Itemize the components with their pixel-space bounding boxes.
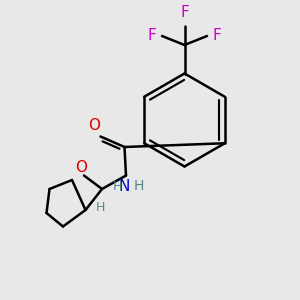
Text: O: O [88,118,100,133]
Text: F: F [148,28,157,44]
Text: H: H [112,179,122,193]
Text: F: F [212,28,221,44]
Text: F: F [180,5,189,20]
Text: H: H [134,179,144,193]
Text: H: H [96,201,105,214]
Text: O: O [75,160,87,175]
Text: N: N [119,179,130,194]
